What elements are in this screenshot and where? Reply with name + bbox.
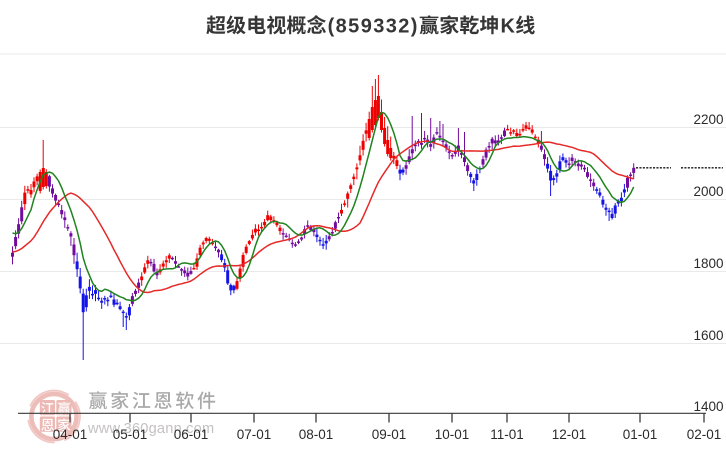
svg-text:1800: 1800 [693, 256, 723, 271]
svg-text:10-01: 10-01 [435, 427, 470, 442]
svg-text:12-01: 12-01 [552, 427, 587, 442]
svg-text:(859332): (859332) [328, 16, 419, 38]
svg-text:11-01: 11-01 [490, 427, 524, 442]
svg-text:08-01: 08-01 [299, 427, 334, 442]
svg-text:06-01: 06-01 [174, 427, 209, 442]
svg-text:1400: 1400 [693, 399, 723, 414]
svg-text:www.360gann.com: www.360gann.com [87, 421, 214, 437]
svg-text:2200: 2200 [693, 112, 723, 127]
svg-text:2000: 2000 [693, 184, 723, 199]
svg-text:07-01: 07-01 [237, 427, 272, 442]
svg-text:01-01: 01-01 [623, 427, 658, 442]
svg-text:02-01: 02-01 [687, 427, 722, 442]
svg-text:04-01: 04-01 [53, 427, 88, 442]
svg-text:09-01: 09-01 [372, 427, 407, 442]
svg-text:1600: 1600 [693, 328, 723, 343]
svg-text:K: K [501, 16, 516, 38]
svg-text:05-01: 05-01 [113, 427, 148, 442]
